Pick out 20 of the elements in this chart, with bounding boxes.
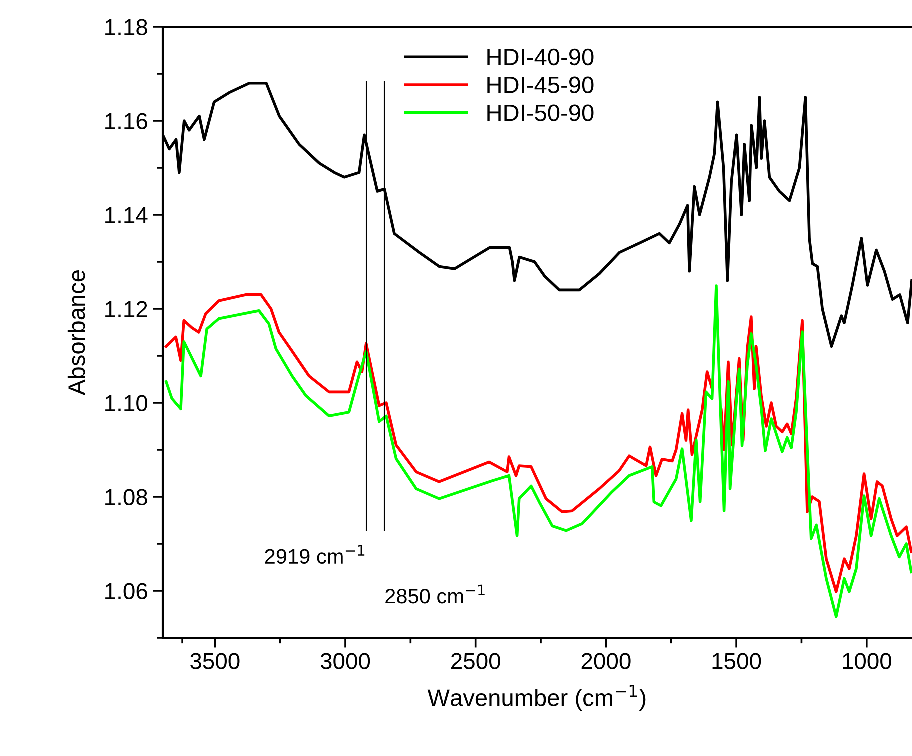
x-tick-label: 3500 xyxy=(190,653,240,670)
legend-label: HDI-50-90 xyxy=(488,104,594,122)
y-tick-label: 1.08 xyxy=(106,489,148,506)
legend-label: HDI-40-90 xyxy=(488,48,594,66)
x-tick-label: 1000 xyxy=(843,653,892,670)
ref-line-label: 2919 cm$^{−1}$ xyxy=(265,545,365,564)
y-tick-label: 1.14 xyxy=(106,208,148,224)
x-axis-title: Wavenumber (cm$^{−1}$) xyxy=(428,685,646,712)
y-tick-label: 1.16 xyxy=(106,113,148,130)
ref-line-label: 2850 cm$^{−1}$ xyxy=(386,584,485,604)
x-tick-label: 3000 xyxy=(320,653,370,670)
y-tick-label: 1.18 xyxy=(106,19,148,36)
y-tick-label: 1.12 xyxy=(106,301,148,318)
y-tick-label: 1.06 xyxy=(106,583,148,600)
x-tick-label: 2500 xyxy=(452,653,500,670)
legend-label: HDI-45-90 xyxy=(488,76,594,94)
y-axis-title: Absorbance xyxy=(68,270,86,396)
x-tick-label: 1500 xyxy=(712,653,762,670)
x-tick-label: 2000 xyxy=(582,653,631,670)
y-tick-label: 1.10 xyxy=(106,395,148,412)
